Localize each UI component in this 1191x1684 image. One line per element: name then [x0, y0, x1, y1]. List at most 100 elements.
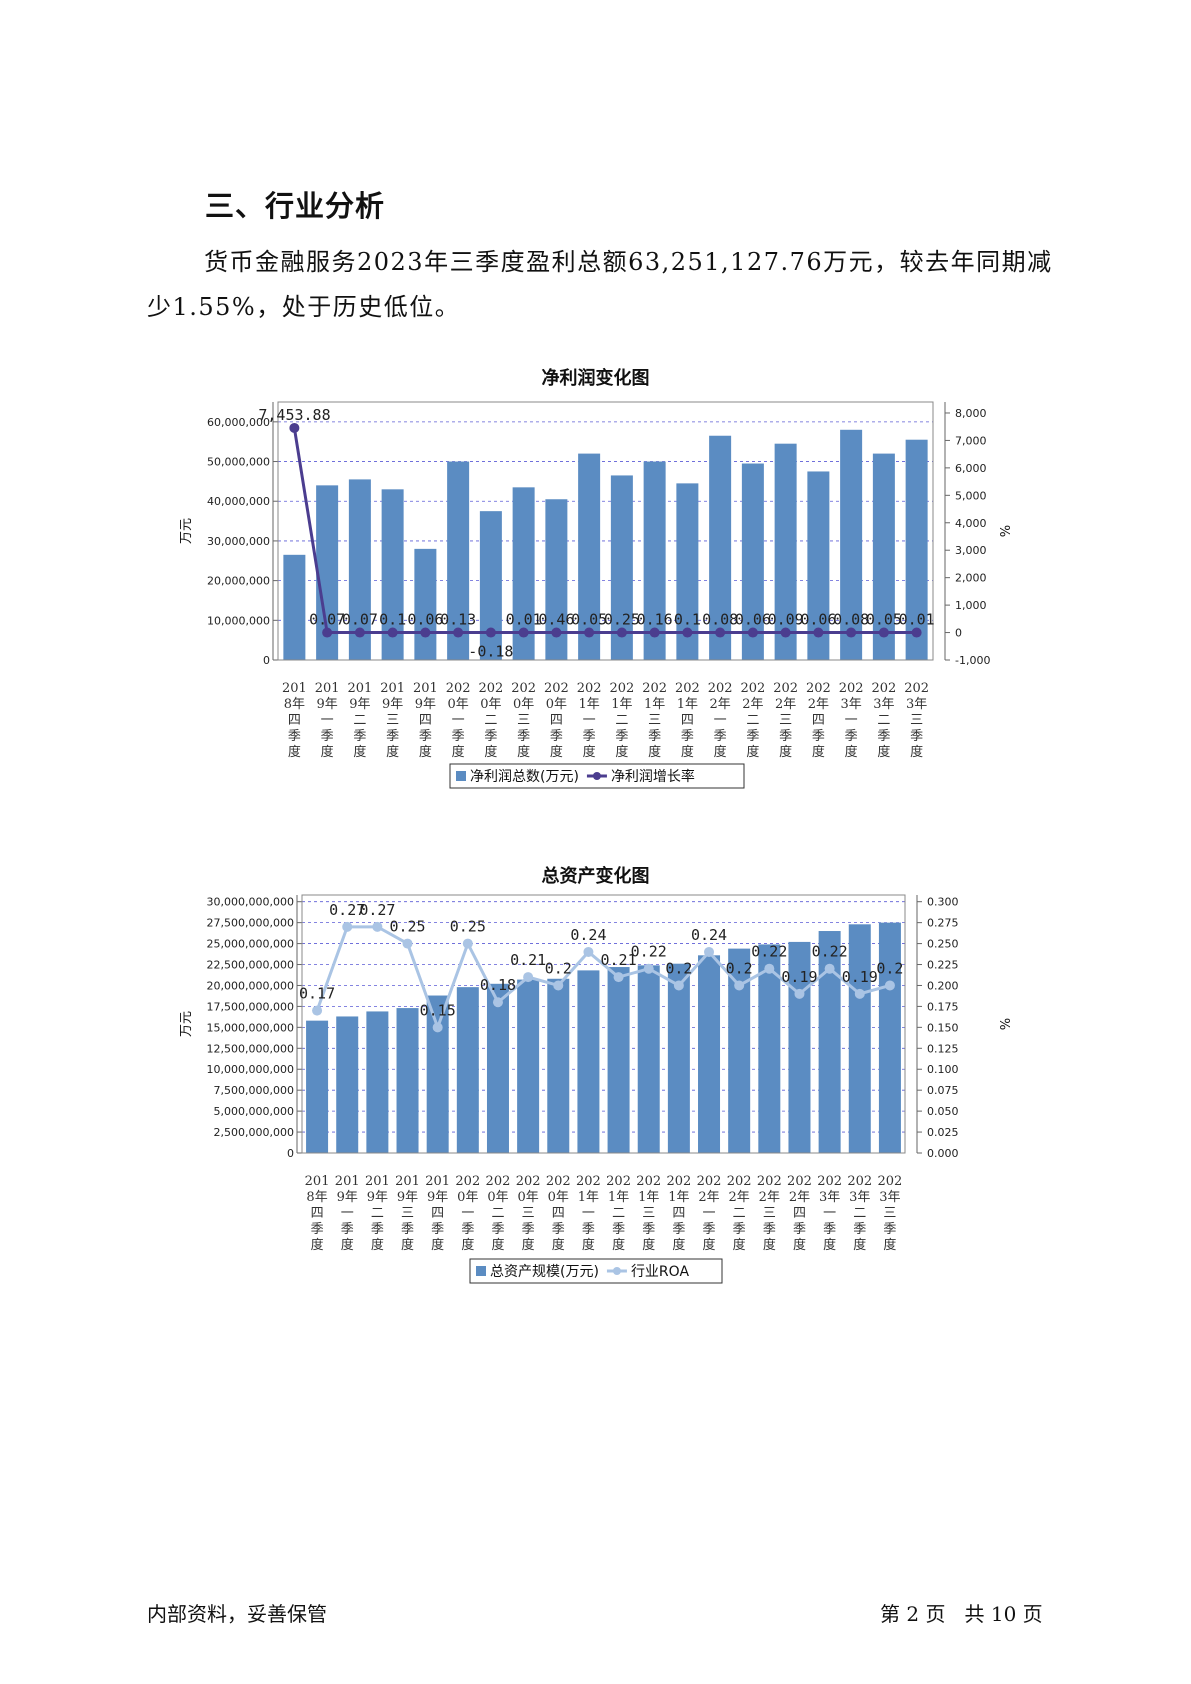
legend-swatch-dot: [612, 1267, 621, 1275]
x-tick-label: 202 2年三季度: [773, 681, 798, 760]
data-label: 0.08: [833, 611, 869, 629]
data-label: 0.2: [665, 959, 692, 977]
y2-tick-label: 0.050: [927, 1105, 959, 1118]
bar: [336, 1016, 359, 1153]
x-tick-label: 201 9年三季度: [395, 1174, 420, 1253]
data-label: 0.16: [637, 611, 673, 629]
bar: [758, 944, 781, 1153]
data-point: [402, 938, 413, 949]
legend-label-line: 行业ROA: [631, 1264, 690, 1280]
y2-tick-label: 0.250: [927, 938, 959, 951]
data-label: 0.06: [800, 611, 836, 629]
y-tick-label: 27,500,000,000: [207, 917, 294, 930]
data-point: [553, 980, 564, 991]
bar: [607, 967, 630, 1153]
data-label: 0.25: [389, 918, 425, 936]
bar: [517, 979, 540, 1153]
y2-tick-label: 0.200: [927, 979, 959, 992]
data-label: 0.2: [545, 959, 572, 977]
data-label: 0.06: [735, 611, 771, 629]
x-tick-label: 202 1年二季度: [606, 1174, 631, 1253]
data-label: 0.2: [876, 959, 903, 977]
data-point: [911, 627, 922, 638]
bar: [306, 1020, 329, 1153]
x-tick-label: 202 1年二季度: [609, 681, 634, 760]
x-tick-label: 202 1年三季度: [636, 1174, 661, 1253]
y2-tick-label: 2,000: [955, 572, 987, 585]
data-label: 0.24: [570, 926, 606, 944]
x-tick-label: 201 9年四季度: [413, 681, 438, 760]
data-point: [813, 627, 824, 638]
y-axis-label: 万元: [179, 518, 194, 544]
data-label: 0.21: [510, 951, 546, 969]
bar: [447, 461, 470, 660]
y-tick-label: 15,000,000,000: [207, 1021, 294, 1034]
y2-axis-label: %: [996, 525, 1011, 537]
data-point: [649, 627, 660, 638]
y-tick-label: 17,500,000,000: [207, 1000, 294, 1013]
y2-tick-label: 0.275: [927, 917, 959, 930]
bar: [610, 475, 633, 660]
y2-tick-label: 0.300: [927, 896, 959, 909]
x-tick-label: 202 3年一季度: [817, 1174, 842, 1253]
legend-swatch-bar: [476, 1266, 486, 1276]
y2-tick-label: 0.000: [927, 1147, 959, 1160]
y-tick-label: 22,500,000,000: [207, 959, 294, 972]
x-tick-label: 202 2年三季度: [757, 1174, 782, 1253]
data-point: [453, 627, 464, 638]
y2-tick-label: 5,000: [955, 489, 987, 502]
data-label: 0.15: [420, 1001, 456, 1019]
data-point: [764, 963, 775, 974]
data-label: 0.07: [342, 611, 378, 629]
data-point: [780, 627, 791, 638]
x-tick-label: 202 3年二季度: [871, 681, 896, 760]
bar: [456, 987, 479, 1153]
data-point: [643, 963, 654, 974]
bar: [709, 435, 732, 660]
y-tick-label: 0: [263, 654, 270, 667]
y-tick-label: 10,000,000: [207, 614, 270, 627]
data-point: [432, 1022, 443, 1033]
summary-paragraph: 货币金融服务2023年三季度盈利总额63,251,127.76万元，较去年同期减…: [147, 248, 1053, 321]
data-point: [387, 627, 398, 638]
x-tick-label: 202 1年四季度: [675, 681, 700, 760]
data-point: [682, 627, 693, 638]
data-label: 0.01: [506, 611, 542, 629]
y-tick-label: 5,000,000,000: [214, 1105, 294, 1118]
bar: [774, 443, 797, 660]
bar: [788, 941, 811, 1153]
x-tick-label: 202 0年一季度: [455, 1174, 480, 1253]
legend-swatch-dot: [592, 772, 601, 780]
bar: [396, 1008, 419, 1153]
y2-tick-label: 3,000: [955, 544, 987, 557]
y-tick-label: 60,000,000: [207, 416, 270, 429]
data-label: 0.13: [440, 611, 476, 629]
data-label: 0.05: [866, 611, 902, 629]
x-tick-label: 202 2年四季度: [787, 1174, 812, 1253]
y-tick-label: 30,000,000: [207, 535, 270, 548]
data-point: [492, 997, 503, 1008]
data-label: 0.24: [691, 926, 727, 944]
data-point: [878, 627, 889, 638]
y2-tick-label: 4,000: [955, 517, 987, 530]
x-tick-label: 202 0年三季度: [511, 681, 536, 760]
chart-title-total-assets: 总资产变化图: [541, 866, 650, 887]
data-point: [322, 627, 333, 638]
bar: [348, 479, 371, 660]
data-label: 0.27: [329, 901, 365, 919]
x-tick-label: 202 0年三季度: [516, 1174, 541, 1253]
bar: [316, 485, 339, 660]
x-tick-label: 202 1年三季度: [642, 681, 667, 760]
y2-tick-label: 7,000: [955, 434, 987, 447]
x-tick-label: 202 3年三季度: [878, 1174, 903, 1253]
data-label: 0.01: [899, 611, 935, 629]
data-label: 0.2: [726, 959, 753, 977]
x-tick-label: 201 9年四季度: [425, 1174, 450, 1253]
data-label: 0.22: [751, 943, 787, 961]
data-label: 0.06: [407, 611, 443, 629]
x-tick-label: 202 3年一季度: [839, 681, 864, 760]
bar: [426, 995, 449, 1153]
data-point: [462, 938, 473, 949]
data-point: [518, 627, 529, 638]
data-label: 7,453.88: [258, 406, 330, 424]
